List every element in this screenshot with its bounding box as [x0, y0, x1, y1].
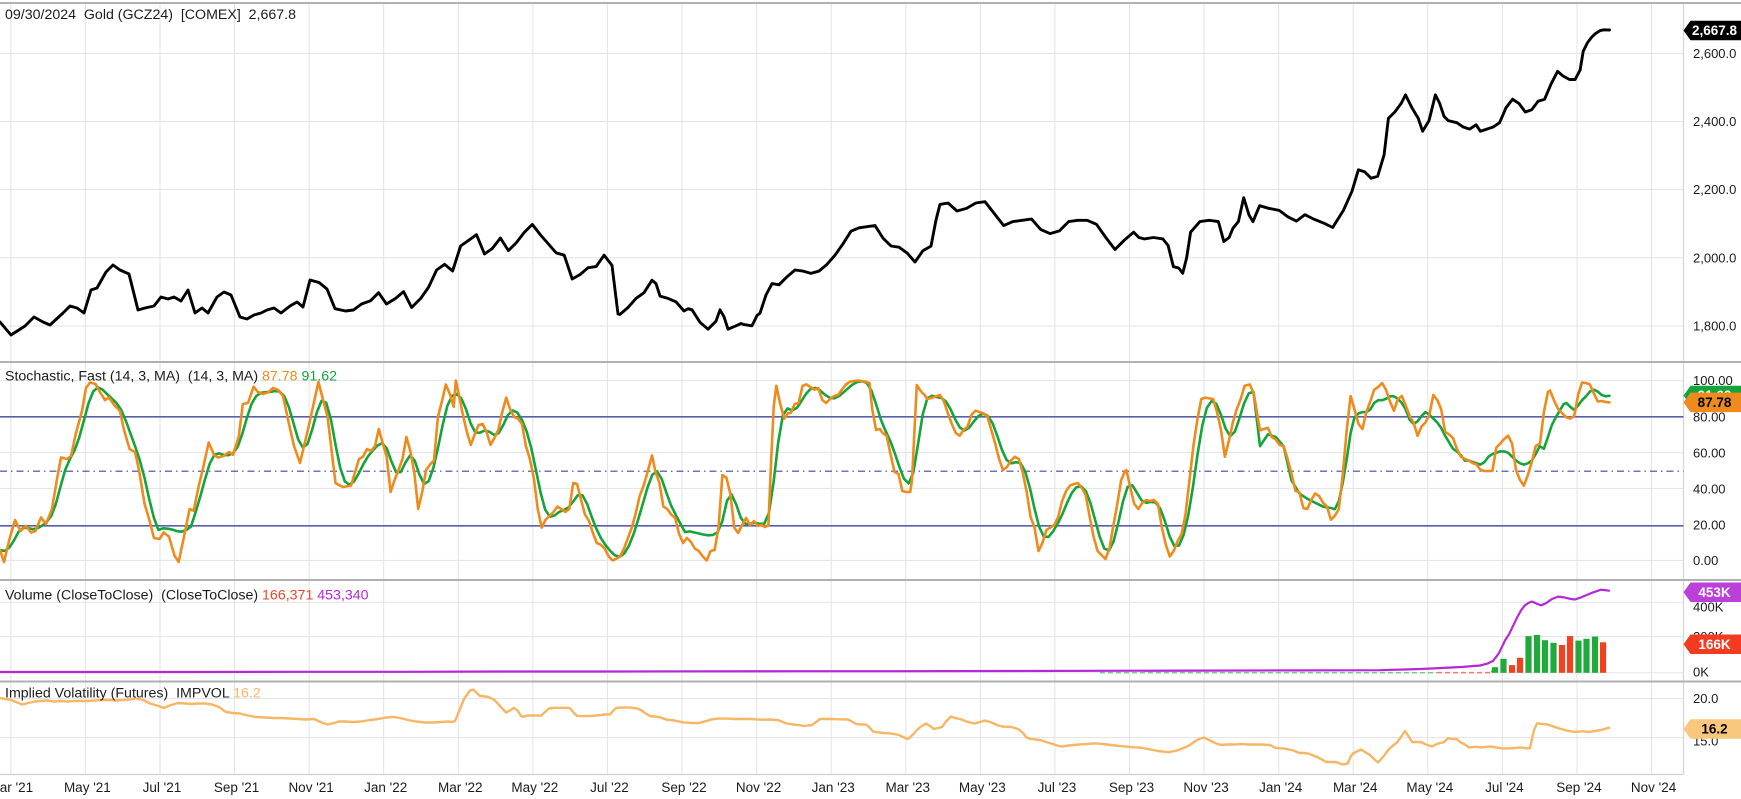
svg-text:Sep '22: Sep '22: [661, 780, 706, 795]
svg-text:80.00: 80.00: [1693, 409, 1726, 424]
svg-text:Jul '23: Jul '23: [1038, 780, 1077, 795]
svg-text:2,000.0: 2,000.0: [1693, 250, 1736, 265]
svg-text:Mar '23: Mar '23: [885, 780, 930, 795]
svg-text:87.78: 87.78: [1698, 395, 1732, 410]
svg-text:20.00: 20.00: [1693, 517, 1726, 532]
svg-text:Sep '23: Sep '23: [1109, 780, 1154, 795]
svg-text:09/30/2024 Gold (GCZ24) [COM: 09/30/2024 Gold (GCZ24) [COMEX] 2,667.8: [5, 7, 296, 23]
svg-text:0.00: 0.00: [1693, 553, 1718, 568]
svg-text:Sep '24: Sep '24: [1556, 780, 1602, 795]
svg-text:2,667.8: 2,667.8: [1692, 23, 1738, 38]
svg-text:Nov '24: Nov '24: [1631, 780, 1677, 795]
svg-text:166K: 166K: [1698, 637, 1731, 652]
svg-text:May '21: May '21: [64, 780, 111, 795]
svg-text:Stochastic, Fast (14, 3, MA): Stochastic, Fast (14, 3, MA) (14, 3, MA)…: [5, 369, 337, 385]
svg-text:Jul '22: Jul '22: [590, 780, 629, 795]
svg-text:May '22: May '22: [511, 780, 558, 795]
svg-text:Volume (CloseToClose) (CloseT: Volume (CloseToClose) (CloseToClose) 166…: [5, 588, 369, 604]
svg-text:Nov '21: Nov '21: [288, 780, 333, 795]
svg-text:Mar '22: Mar '22: [438, 780, 483, 795]
svg-text:2,200.0: 2,200.0: [1693, 182, 1736, 197]
svg-text:Sep '21: Sep '21: [214, 780, 259, 795]
svg-text:400K: 400K: [1693, 599, 1724, 614]
svg-text:16.2: 16.2: [1701, 722, 1727, 737]
svg-text:May '24: May '24: [1406, 780, 1453, 795]
svg-text:May '23: May '23: [959, 780, 1006, 795]
svg-text:Nov '23: Nov '23: [1183, 780, 1228, 795]
svg-text:40.00: 40.00: [1693, 481, 1726, 496]
svg-text:Jul '21: Jul '21: [143, 780, 182, 795]
svg-text:100.00: 100.00: [1693, 373, 1733, 388]
svg-text:Nov '22: Nov '22: [736, 780, 781, 795]
svg-text:453K: 453K: [1698, 585, 1731, 600]
svg-text:Jul '24: Jul '24: [1485, 780, 1524, 795]
svg-text:20.0: 20.0: [1693, 691, 1718, 706]
svg-text:Jan '23: Jan '23: [812, 780, 855, 795]
svg-text:2,600.0: 2,600.0: [1693, 46, 1736, 61]
svg-text:0K: 0K: [1693, 664, 1709, 679]
svg-text:2,400.0: 2,400.0: [1693, 114, 1736, 129]
svg-text:60.00: 60.00: [1693, 445, 1726, 460]
svg-text:Jan '22: Jan '22: [364, 780, 407, 795]
svg-text:Jan '24: Jan '24: [1259, 780, 1303, 795]
svg-text:Mar '24: Mar '24: [1333, 780, 1378, 795]
svg-text:Mar '21: Mar '21: [0, 780, 33, 795]
svg-text:Implied Volatility (Futures): Implied Volatility (Futures) IMPVOL 16.2: [5, 686, 261, 702]
svg-text:1,800.0: 1,800.0: [1693, 319, 1736, 334]
